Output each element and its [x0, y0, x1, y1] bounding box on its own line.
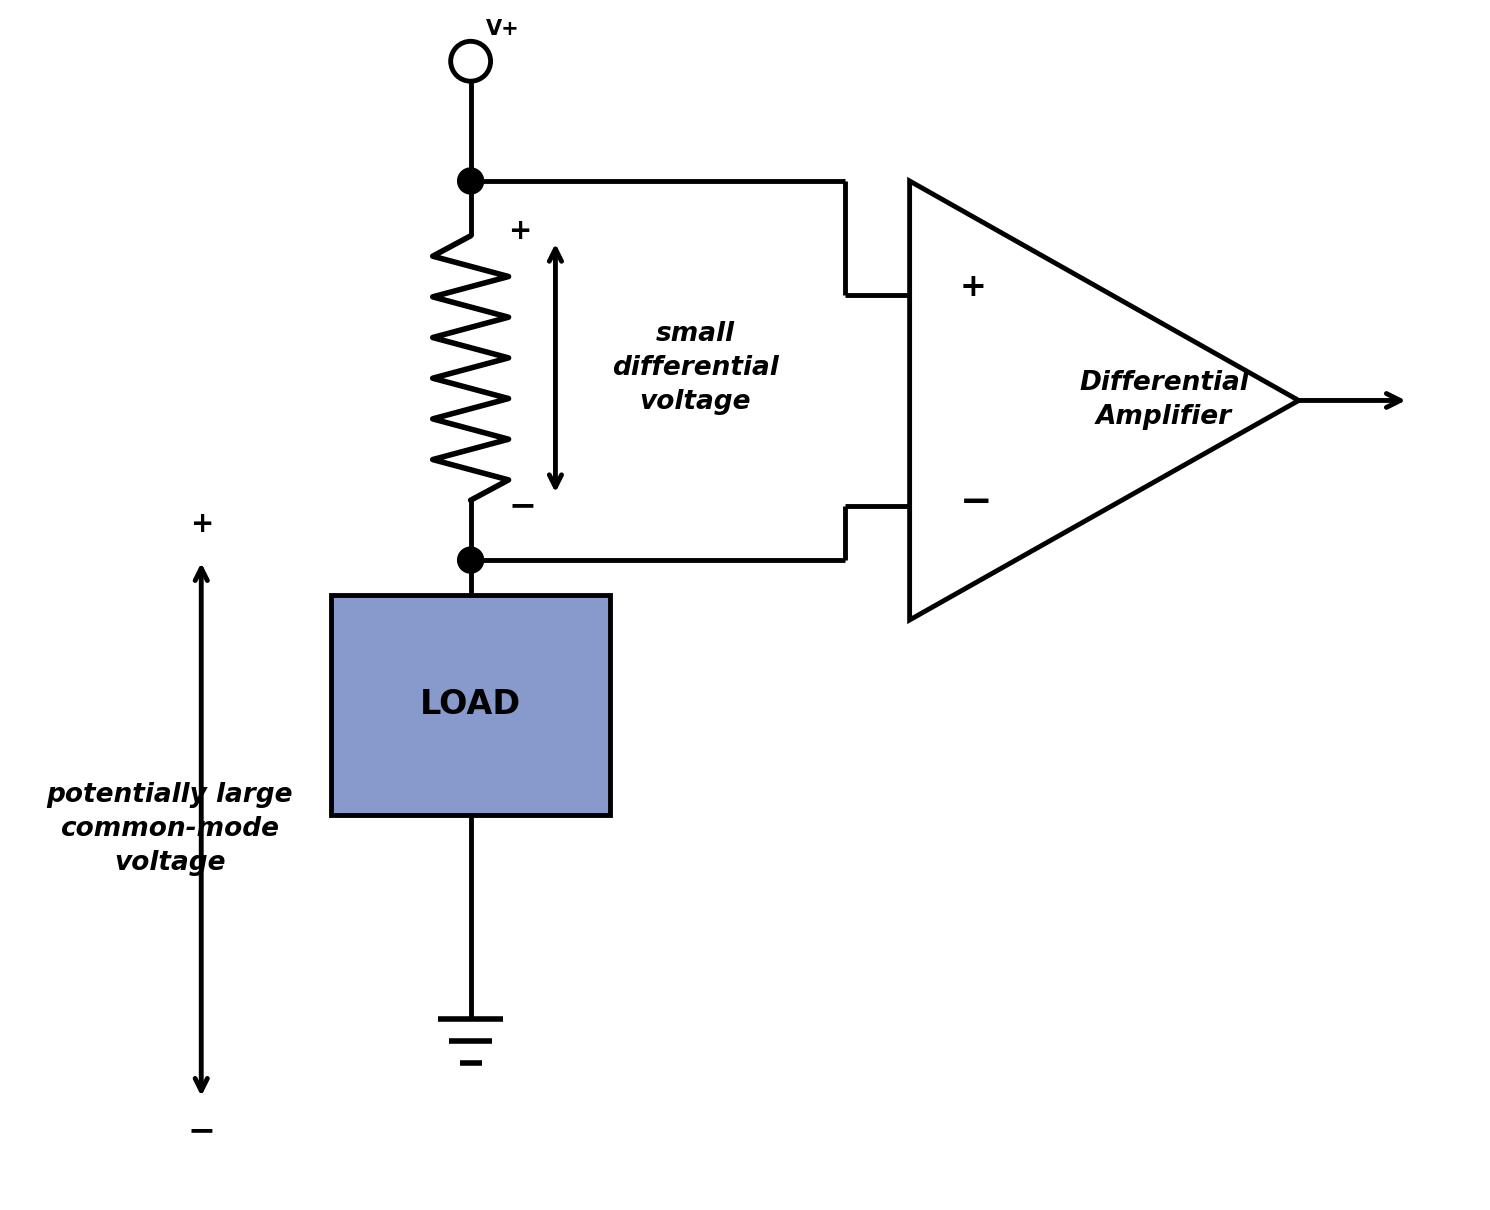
- Text: +: +: [189, 511, 213, 538]
- Text: −: −: [960, 483, 992, 520]
- Text: Differential
Amplifier: Differential Amplifier: [1079, 370, 1249, 431]
- Text: potentially large
common-mode
voltage: potentially large common-mode voltage: [46, 783, 294, 876]
- Circle shape: [457, 168, 484, 194]
- Text: −: −: [188, 1114, 215, 1147]
- Text: +: +: [960, 271, 986, 302]
- Text: LOAD: LOAD: [420, 688, 522, 721]
- Text: V+: V+: [486, 19, 520, 39]
- Text: small
differential
voltage: small differential voltage: [612, 321, 778, 415]
- Bar: [331, 595, 611, 814]
- Text: +: +: [508, 217, 532, 244]
- Circle shape: [457, 547, 484, 574]
- Text: −: −: [508, 489, 536, 522]
